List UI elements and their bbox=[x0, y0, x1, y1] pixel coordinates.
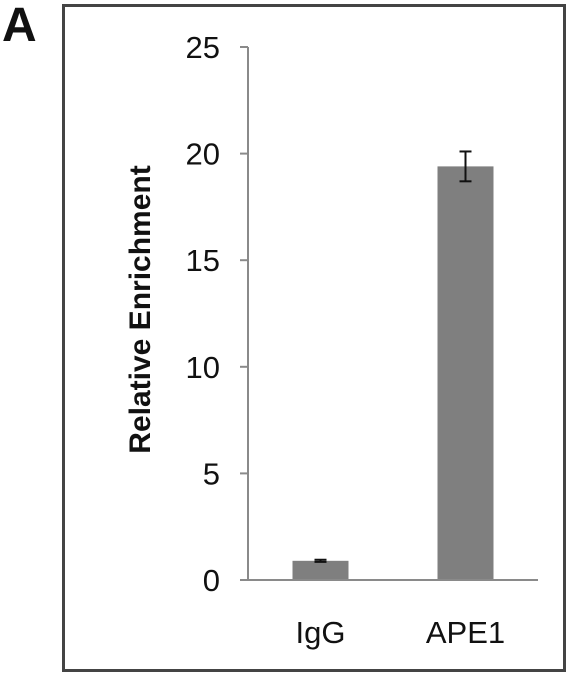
error-bar-igg bbox=[314, 558, 327, 563]
bar-ape1 bbox=[437, 166, 494, 580]
x-category-label: IgG bbox=[296, 615, 346, 650]
x-category-label: APE1 bbox=[426, 615, 505, 650]
bar-igg bbox=[292, 560, 349, 580]
y-axis-label: Relative Enrichment bbox=[124, 165, 157, 453]
x-axis-categories: IgG APE1 bbox=[296, 615, 506, 650]
y-tick-label: 25 bbox=[186, 30, 220, 65]
error-bar-ape1 bbox=[459, 150, 472, 183]
y-axis-ticks: 0 5 10 15 20 25 bbox=[186, 30, 248, 598]
y-tick-label: 15 bbox=[186, 243, 220, 278]
y-tick-label: 0 bbox=[203, 563, 220, 598]
error-bars bbox=[314, 150, 472, 563]
panel-label: A bbox=[2, 0, 37, 52]
bars bbox=[292, 166, 494, 580]
y-tick-label: 10 bbox=[186, 350, 220, 385]
y-tick-label: 5 bbox=[203, 456, 220, 491]
figure-frame bbox=[62, 4, 566, 672]
y-tick-label: 20 bbox=[186, 137, 220, 172]
